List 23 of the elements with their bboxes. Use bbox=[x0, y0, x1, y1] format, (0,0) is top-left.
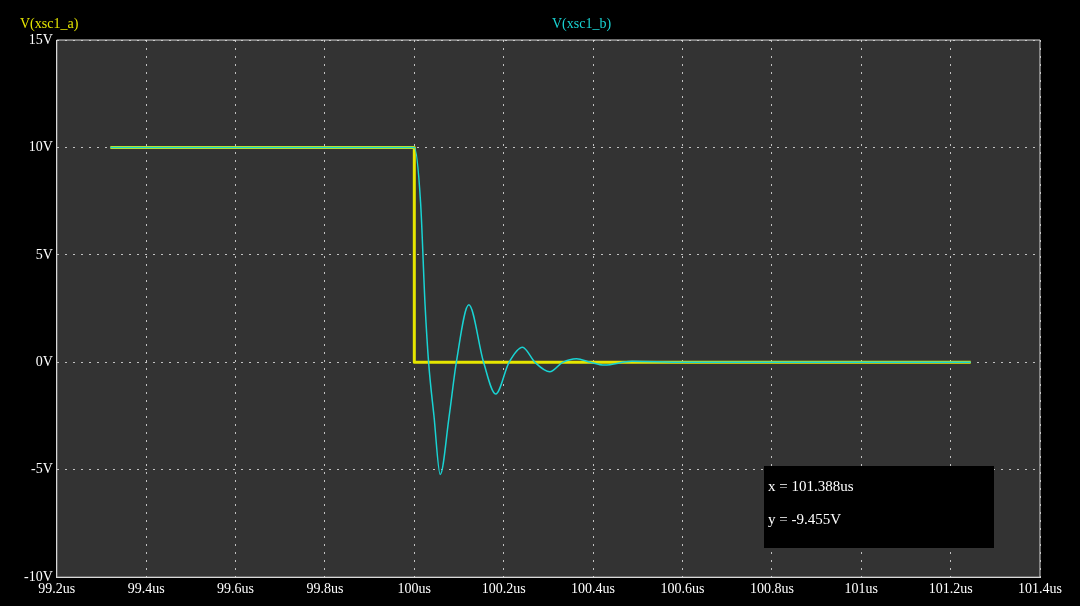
x-tick-label: 101.2us bbox=[928, 581, 973, 597]
annotation: x = 101.388us bbox=[768, 478, 854, 495]
cursor-readout-box: x = 101.388us y = -9.455V bbox=[764, 466, 994, 548]
x-tick-label: 100us bbox=[397, 581, 432, 597]
x-tick-label: 100.2us bbox=[481, 581, 526, 597]
x-tick-label: 100.4us bbox=[571, 581, 616, 597]
y-tick-label: 10V bbox=[28, 139, 53, 155]
y-tick-label: 15V bbox=[28, 31, 53, 47]
x-tick-label: 99.2us bbox=[38, 581, 76, 597]
y-tick-label: -10V bbox=[23, 568, 53, 584]
x-tick-label: 101.4us bbox=[1018, 581, 1062, 597]
x-tick-label: 100.8us bbox=[749, 581, 794, 597]
x-tick-label: 100.6us bbox=[660, 581, 705, 597]
x-tick-label: 101us bbox=[844, 581, 878, 597]
y-tick-label: 0V bbox=[35, 353, 53, 369]
text: V(xsc1_a) bbox=[20, 16, 79, 32]
x-tick-label: 99.8us bbox=[306, 581, 344, 597]
x-tick-label: 99.6us bbox=[217, 581, 255, 597]
y-tick-label: 5V bbox=[35, 246, 53, 262]
text: V(xsc1_b) bbox=[552, 16, 612, 32]
y-tick-label: -5V bbox=[30, 461, 53, 477]
x-tick-label: 99.4us bbox=[127, 581, 165, 597]
annotation: y = -9.455V bbox=[768, 511, 842, 528]
